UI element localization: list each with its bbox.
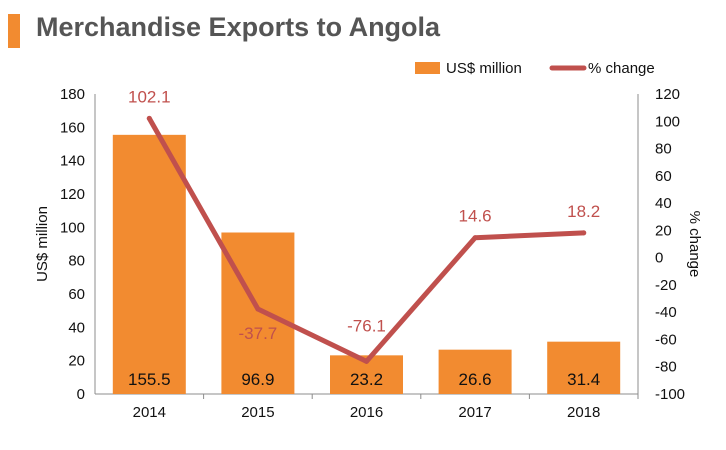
y-right-tick-label: 40: [655, 195, 672, 212]
y-right-tick-label: -100: [655, 386, 685, 403]
legend-bar-label: US$ million: [446, 60, 522, 77]
bar-series: [112, 134, 621, 395]
y-tick-label: 80: [68, 253, 85, 270]
chart-legend: US$ million % change: [415, 60, 655, 77]
x-tick-label: 2017: [458, 404, 491, 421]
x-tick-label: 2018: [567, 404, 600, 421]
y-tick-label: 20: [68, 353, 85, 370]
bar: [112, 134, 186, 395]
chart-title: Merchandise Exports to Angola: [36, 12, 441, 42]
line-point: [255, 306, 261, 312]
title-accent-bar: [8, 14, 20, 48]
y-right-tick-label: -40: [655, 304, 677, 321]
y-right-tick-label: 80: [655, 141, 672, 158]
y-right-axis-title: % change: [686, 211, 703, 278]
y-tick-label: 100: [60, 219, 85, 236]
y-right-tick-label: -60: [655, 331, 677, 348]
bar-value-label: 31.4: [567, 370, 600, 389]
y-tick-label: 120: [60, 186, 85, 203]
x-tick-label: 2015: [241, 404, 274, 421]
y-tick-label: 40: [68, 319, 85, 336]
y-axis-title: US$ million: [34, 206, 51, 282]
y-right-tick-label: 60: [655, 168, 672, 185]
line-point: [364, 358, 369, 364]
bar-value-label: 96.9: [241, 370, 274, 389]
legend-line-label: % change: [588, 60, 655, 77]
legend-bar-swatch: [415, 62, 440, 74]
pct-value-label: 102.1: [128, 87, 171, 106]
x-tick-label: 2016: [350, 404, 383, 421]
pct-value-label: 14.6: [459, 207, 492, 226]
pct-value-label: 18.2: [567, 202, 600, 221]
bar-value-label: 155.5: [128, 370, 171, 389]
y-right-tick-label: 20: [655, 222, 672, 239]
pct-value-label: -76.1: [347, 316, 386, 335]
bar: [547, 341, 621, 394]
y-tick-label: 160: [60, 119, 85, 136]
bar: [221, 232, 295, 394]
y-tick-label: 140: [60, 153, 85, 170]
y-tick-label: 60: [68, 286, 85, 303]
data-labels: 155.5 96.9 23.2 26.6 31.4 102.1 -37.7 -76.1 14.6…: [128, 87, 600, 389]
y-tick-label: 180: [60, 86, 85, 103]
x-tick-label: 2014: [133, 404, 166, 421]
line-point: [581, 230, 587, 236]
bar: [438, 349, 512, 394]
axes: 0 20 40 60 80 100 120 140 160 180 -100 -80 -60 -40 -20…: [34, 86, 703, 421]
y-right-tick-label: -80: [655, 359, 677, 376]
y-tick-label: 0: [77, 386, 85, 403]
bar-value-label: 23.2: [350, 370, 383, 389]
y-right-tick-label: 100: [655, 113, 680, 130]
pct-value-label: -37.7: [239, 324, 278, 343]
y-right-tick-label: 120: [655, 86, 680, 103]
line-series: [146, 115, 587, 364]
line-point: [146, 115, 152, 121]
y-right-tick-label: 0: [655, 250, 663, 267]
y-right-tick-label: -20: [655, 277, 677, 294]
bar-value-label: 26.6: [459, 370, 492, 389]
line-point: [472, 235, 478, 241]
